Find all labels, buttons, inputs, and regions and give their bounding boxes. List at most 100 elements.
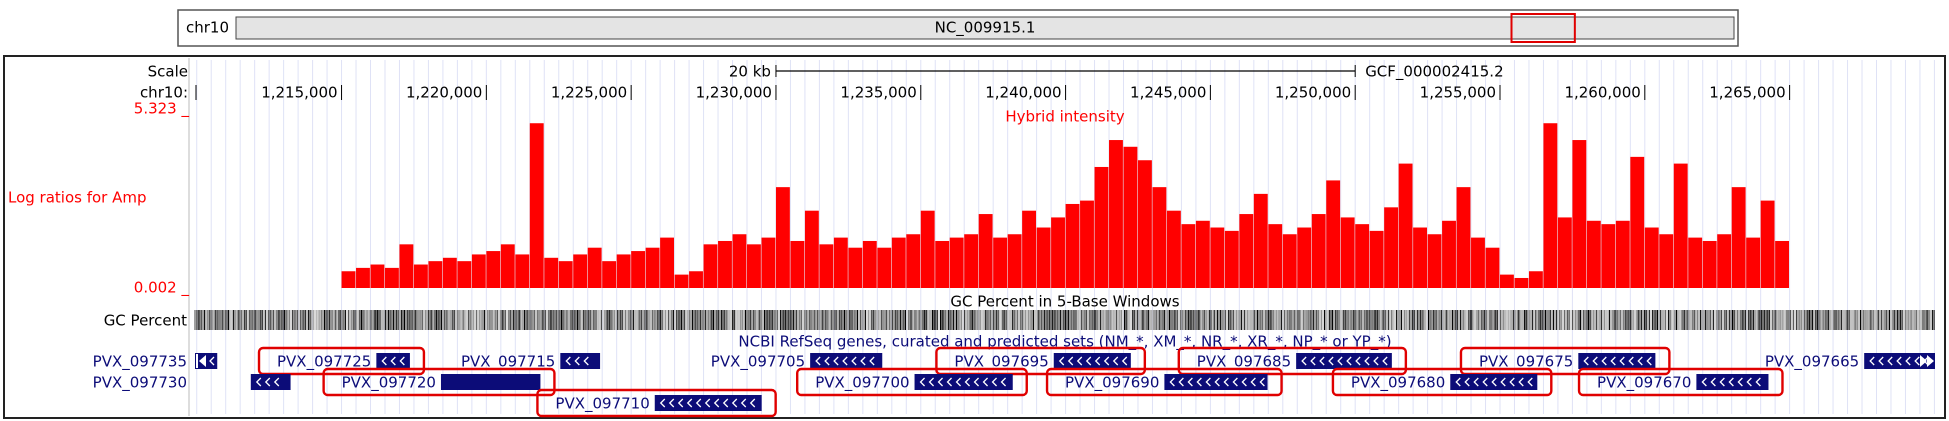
strand-chevron xyxy=(1214,377,1220,387)
signal-bar xyxy=(1282,234,1297,288)
signal-tick-label: 0.002 _ xyxy=(134,279,190,298)
signal-bar xyxy=(1080,200,1094,288)
gene-label[interactable]: PVX_097665 xyxy=(1765,353,1859,372)
strand-chevron xyxy=(1905,356,1911,366)
gc-track-label[interactable]: GC Percent xyxy=(104,312,187,330)
gene-block[interactable] xyxy=(654,395,762,411)
gene-label[interactable]: PVX_097715 xyxy=(461,353,555,372)
gene-label[interactable]: PVX_097720 xyxy=(342,374,436,393)
signal-bar xyxy=(631,251,646,288)
strand-chevron xyxy=(1232,377,1238,387)
signal-bar xyxy=(1688,237,1703,288)
gene-block[interactable] xyxy=(914,374,1013,390)
signal-bar xyxy=(747,244,761,288)
gene-block[interactable] xyxy=(376,353,410,369)
signal-bar xyxy=(949,237,964,288)
gene-label[interactable]: PVX_097695 xyxy=(954,353,1048,372)
gene-block[interactable] xyxy=(195,353,218,369)
gene-label[interactable]: PVX_097680 xyxy=(1351,374,1445,393)
highlight-box xyxy=(796,367,1028,397)
strand-chevron xyxy=(722,398,729,408)
gene-label[interactable]: PVX_097735 xyxy=(93,353,187,372)
signal-bar xyxy=(1746,237,1761,288)
strand-chevron xyxy=(1076,356,1083,366)
gene-label[interactable]: PVX_097725 xyxy=(277,353,371,372)
signal-bar xyxy=(370,264,385,288)
signal-bar xyxy=(732,234,747,288)
strand-chevron xyxy=(869,356,875,366)
signal-bar xyxy=(1775,240,1790,288)
track-panel xyxy=(3,55,1946,419)
strand-chevron xyxy=(1112,356,1119,366)
signal-bar xyxy=(1717,234,1732,288)
strand-chevron xyxy=(1878,356,1884,366)
strand-chevron xyxy=(1085,356,1092,366)
strand-chevron xyxy=(1719,377,1725,387)
ruler-tick-label: 1,240,000 xyxy=(985,84,1061,102)
gene-label[interactable]: PVX_097670 xyxy=(1597,374,1691,393)
signal-bar xyxy=(1427,234,1442,288)
strand-chevron xyxy=(824,356,830,366)
gene-block[interactable] xyxy=(1864,353,1935,369)
gene-label[interactable]: PVX_097690 xyxy=(1065,374,1159,393)
signal-bar xyxy=(935,240,950,288)
strand-chevron xyxy=(1509,377,1515,387)
highlight-box xyxy=(1459,346,1671,376)
highlight-box xyxy=(1331,367,1553,397)
signal-bar xyxy=(1340,217,1355,288)
gene-block[interactable] xyxy=(1053,353,1131,369)
gene-block[interactable] xyxy=(1450,374,1538,390)
strand-chevron xyxy=(1628,356,1634,366)
gene-track-title: NCBI RefSeq genes, curated and predicted… xyxy=(738,333,1391,352)
signal-bar xyxy=(964,234,979,288)
strand-chevron xyxy=(1710,377,1716,387)
gene-label[interactable]: PVX_097705 xyxy=(711,353,805,372)
gene-block[interactable] xyxy=(440,374,541,390)
signal-bar xyxy=(602,261,617,288)
strand-chevron xyxy=(1178,377,1184,387)
signal-bar xyxy=(1500,274,1514,288)
signal-bar xyxy=(689,271,703,288)
gene-label[interactable]: PVX_097700 xyxy=(815,374,909,393)
ruler-tick-label: 1,255,000 xyxy=(1420,84,1496,102)
strand-chevron xyxy=(973,377,980,387)
chromosome-bar[interactable] xyxy=(235,16,1735,40)
gene-block[interactable] xyxy=(810,353,883,369)
strand-chevron xyxy=(928,377,935,387)
signal-bar xyxy=(1311,214,1326,288)
strand-chevron xyxy=(1887,356,1893,366)
gene-block[interactable] xyxy=(1296,353,1392,369)
strand-chevron xyxy=(1619,356,1625,366)
gene-label[interactable]: PVX_097685 xyxy=(1197,353,1291,372)
signal-bar xyxy=(1094,166,1109,288)
highlight-box xyxy=(935,346,1147,376)
signal-bar xyxy=(1760,200,1775,288)
highlight-box xyxy=(322,367,556,397)
signal-bar xyxy=(1471,237,1485,288)
gene-block[interactable] xyxy=(1696,374,1769,390)
strand-chevron xyxy=(1637,356,1643,366)
highlight-box xyxy=(1177,346,1408,376)
signal-track-label[interactable]: Log ratios for Amp xyxy=(8,189,147,207)
signal-bar xyxy=(486,251,501,288)
chrom-name: chr10 xyxy=(186,19,229,37)
ruler-tick-label: 1,225,000 xyxy=(551,84,627,102)
strand-chevron xyxy=(1491,377,1497,387)
gene-label[interactable]: PVX_097675 xyxy=(1479,353,1573,372)
signal-bar xyxy=(790,240,805,288)
strand-chevron xyxy=(731,398,738,408)
gene-label[interactable]: PVX_097730 xyxy=(93,374,187,393)
signal-bar xyxy=(1731,187,1746,288)
signal-bar xyxy=(804,210,819,288)
gene-label[interactable]: PVX_097710 xyxy=(555,395,649,414)
signal-bar xyxy=(1557,217,1572,288)
signal-bar xyxy=(660,237,675,288)
strand-chevron xyxy=(1250,377,1256,387)
signal-bar xyxy=(1166,210,1181,288)
strand-chevron xyxy=(851,356,857,366)
highlight-box xyxy=(536,388,777,418)
strand-chevron xyxy=(1169,377,1175,387)
signal-track-title: Hybrid intensity xyxy=(1005,108,1124,126)
gene-block[interactable] xyxy=(1578,353,1656,369)
signal-bar xyxy=(1137,160,1152,288)
